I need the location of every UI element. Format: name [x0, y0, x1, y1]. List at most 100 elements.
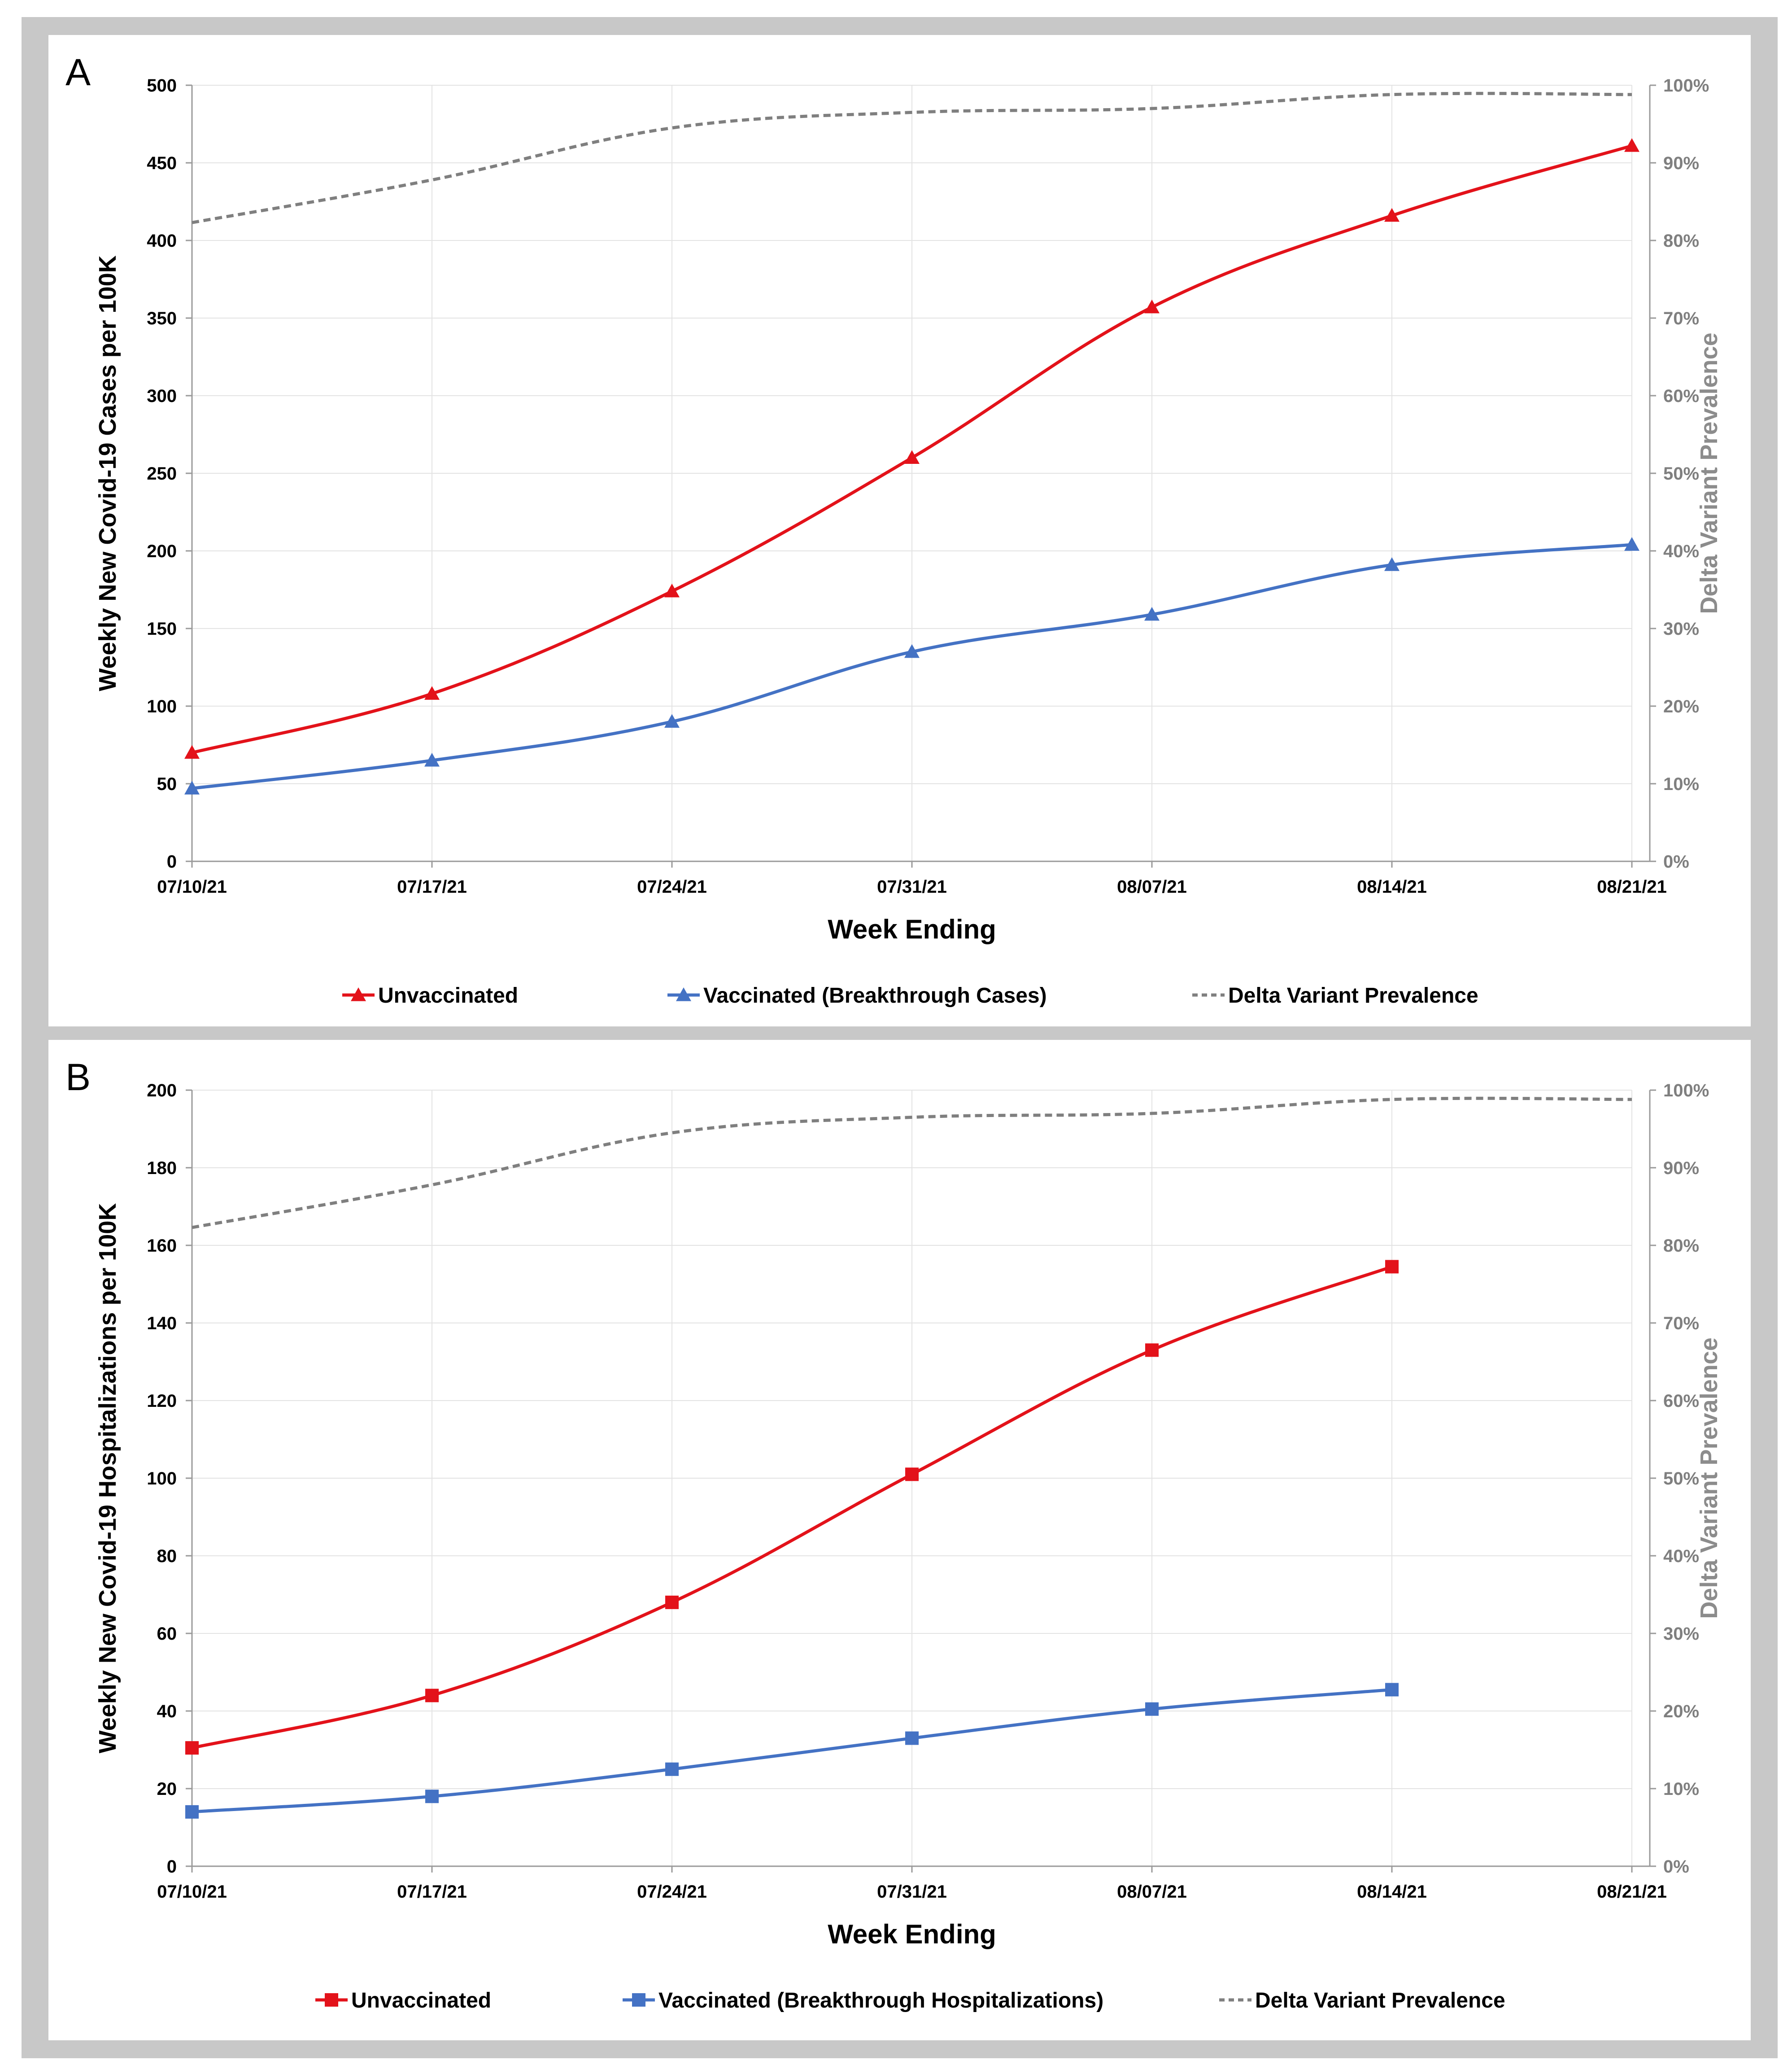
chart1-ytick-right-label: 90%	[1663, 1158, 1699, 1178]
chart0-xtick-label: 07/10/21	[157, 877, 227, 897]
chart1-legend-item-2: Delta Variant Prevalence	[1219, 1989, 1505, 2012]
chart1-ytick-label: 100	[147, 1469, 177, 1488]
chart0-series-1	[184, 537, 1639, 794]
chart1-panel-letter: B	[65, 1056, 91, 1098]
chart0-legend-glyph-0-marker	[351, 987, 366, 1001]
chart1-ytick-label: 0	[167, 1857, 177, 1877]
panel-b: B 0 20 40 60 80 100 120 140 160 180 200 0% 10% 20% 30% 4…	[48, 1040, 1751, 2040]
chart0-series-1-point	[184, 781, 200, 794]
chart1-legend-item-0: Unvaccinated	[315, 1989, 491, 2012]
chart0-series-0-point	[184, 745, 200, 759]
chart1-xtick-label: 08/14/21	[1357, 1882, 1427, 1902]
chart0-series-0-point	[1384, 208, 1400, 222]
chart0-series-1-point	[1624, 537, 1639, 551]
chart0-legend-label-1: Vaccinated (Breakthrough Cases)	[703, 984, 1047, 1008]
chart1-series-0-point	[1145, 1343, 1159, 1357]
chart0-legend-item-0: Unvaccinated	[342, 984, 518, 1008]
chart0-panel-letter: A	[65, 51, 91, 93]
chart1-ytick-label: 140	[147, 1314, 177, 1333]
chart1-xtick-label: 07/24/21	[637, 1882, 707, 1902]
chart1-series-1-point	[905, 1731, 919, 1745]
chart1-ytick-right-label: 50%	[1663, 1469, 1699, 1488]
chart1-series-1	[185, 1683, 1399, 1819]
chart0-series-0-point	[904, 450, 920, 464]
chart0-series-1-point	[664, 714, 680, 728]
chart0-xtick-label: 08/21/21	[1597, 877, 1667, 897]
chart0-ytick-right-label: 100%	[1663, 76, 1709, 96]
chart1-legend-label-1: Vaccinated (Breakthrough Hospitalization…	[658, 1989, 1103, 2012]
chart0-legend-label-0: Unvaccinated	[378, 984, 518, 1008]
chart0-ytick-label: 200	[147, 541, 177, 561]
chart0-series-1-point	[1384, 557, 1400, 571]
chart0-legend-item-2: Delta Variant Prevalence	[1192, 984, 1478, 1008]
chart1-series-0-point	[1385, 1260, 1399, 1274]
chart1-series-0-point	[905, 1467, 919, 1481]
chart0-legend-item-1: Vaccinated (Breakthrough Cases)	[667, 984, 1047, 1008]
chart1-ytick-right-label: 10%	[1663, 1779, 1699, 1799]
chart1-legend-glyph-1-marker	[632, 1993, 645, 2007]
chart0-xtick-label: 07/17/21	[397, 877, 467, 897]
chart0-ytick-label: 450	[147, 153, 177, 173]
chart1-xtick-label: 08/21/21	[1597, 1882, 1667, 1902]
chart0-series-0-point	[1144, 299, 1160, 314]
chart1-ytick-label: 20	[157, 1779, 177, 1799]
chart1-series-0	[185, 1260, 1399, 1755]
chart1-ytick-label: 180	[147, 1158, 177, 1178]
chart0-xtick-label: 07/31/21	[877, 877, 947, 897]
chart1-series-0-point	[665, 1595, 679, 1609]
chart1-legend-glyph-0-marker	[325, 1993, 338, 2007]
chart1-xtick-label: 08/07/21	[1117, 1882, 1187, 1902]
chart1-ytick-label: 40	[157, 1702, 177, 1721]
figure-frame: A 0 50 100 150 200 250 300 350 400 450 500 0% 10% 20% 3…	[22, 17, 1778, 2058]
chart0-series-1-point	[904, 644, 920, 658]
chart1-ytick-right-label: 20%	[1663, 1702, 1699, 1721]
chart1-series-0-point	[425, 1689, 439, 1702]
chart0-ytick-right-label: 50%	[1663, 464, 1699, 484]
chart1-series-1-point	[665, 1762, 679, 1776]
chart0-x-axis-title: Week Ending	[828, 914, 996, 944]
chart0-ytick-label: 250	[147, 464, 177, 484]
panel-a: A 0 50 100 150 200 250 300 350 400 450 500 0% 10% 20% 3…	[48, 35, 1751, 1026]
chart0-ytick-label: 150	[147, 619, 177, 639]
chart1-legend-label-2: Delta Variant Prevalence	[1255, 1989, 1505, 2012]
chart0-ytick-label: 500	[147, 76, 177, 96]
chart0-series-2-line	[192, 92, 1632, 224]
chart0-ytick-right-label: 90%	[1663, 153, 1699, 173]
chart0-ytick-right-label: 40%	[1663, 541, 1699, 561]
chart-a-svg: A 0 50 100 150 200 250 300 350 400 450 500 0% 10% 20% 3…	[65, 51, 1722, 1008]
chart0-ytick-label: 350	[147, 309, 177, 328]
chart1-ytick-label: 80	[157, 1546, 177, 1566]
chart1-series-0-line	[192, 1265, 1393, 1750]
chart0-ytick-label: 400	[147, 231, 177, 251]
chart0-legend-glyph-1-marker	[676, 987, 691, 1001]
chart1-ytick-label: 200	[147, 1081, 177, 1100]
chart1-ytick-right-label: 40%	[1663, 1546, 1699, 1566]
chart1-legend-item-1: Vaccinated (Breakthrough Hospitalization…	[623, 1989, 1103, 2012]
chart0-series-1-point	[1144, 607, 1160, 621]
chart1-ytick-label: 60	[157, 1624, 177, 1644]
chart0-ytick-right-label: 10%	[1663, 774, 1699, 794]
chart0-series-2	[192, 92, 1632, 224]
chart1-ytick-right-label: 60%	[1663, 1391, 1699, 1411]
chart0-ytick-label: 0	[167, 852, 177, 872]
chart1-series-1-point	[185, 1805, 199, 1819]
chart1-series-0-point	[185, 1741, 199, 1755]
chart1-series-1-line	[192, 1688, 1392, 1814]
chart0-xtick-label: 08/14/21	[1357, 877, 1427, 897]
chart0-series-0-point	[424, 686, 440, 700]
chart0-ytick-label: 300	[147, 386, 177, 406]
chart0-ytick-right-label: 60%	[1663, 386, 1699, 406]
chart1-ytick-right-label: 0%	[1663, 1857, 1689, 1877]
chart1-series-2-line	[192, 1096, 1632, 1229]
chart1-ytick-label: 160	[147, 1236, 177, 1256]
chart1-series-2	[192, 1096, 1632, 1229]
chart1-series-1-point	[1385, 1683, 1399, 1697]
chart1-x-axis-title: Week Ending	[828, 1919, 996, 1949]
chart1-series-1-point	[1145, 1702, 1159, 1716]
chart1-xtick-label: 07/17/21	[397, 1882, 467, 1902]
chart-b-svg: B 0 20 40 60 80 100 120 140 160 180 200 0% 10% 20% 30% 4…	[65, 1056, 1722, 2012]
chart1-xtick-label: 07/10/21	[157, 1882, 227, 1902]
chart1-xtick-label: 07/31/21	[877, 1882, 947, 1902]
chart0-ytick-right-label: 80%	[1663, 231, 1699, 251]
chart0-ytick-right-label: 0%	[1663, 852, 1689, 872]
